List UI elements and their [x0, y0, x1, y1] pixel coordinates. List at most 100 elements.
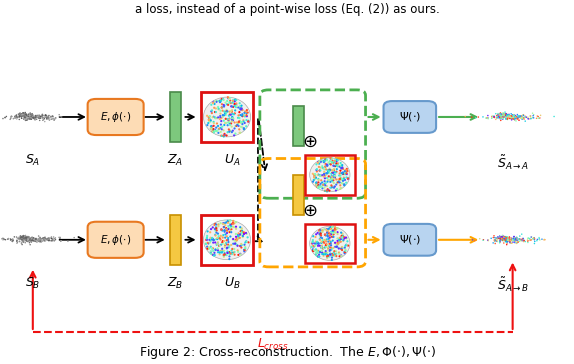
Point [224, 120, 233, 126]
Point [36, 114, 45, 120]
Point [501, 116, 510, 122]
Point [24, 234, 33, 240]
Point [18, 111, 27, 116]
Point [503, 113, 512, 119]
Point [511, 118, 521, 124]
Point [507, 236, 517, 241]
Point [330, 229, 339, 235]
Point [317, 242, 327, 248]
Point [237, 107, 246, 113]
Point [6, 236, 15, 242]
Point [45, 235, 55, 241]
Point [324, 169, 333, 174]
Point [312, 251, 321, 257]
Point [498, 113, 507, 119]
Point [218, 238, 227, 244]
Point [17, 240, 26, 246]
Point [16, 113, 25, 119]
Point [510, 237, 519, 243]
Point [502, 236, 511, 241]
Point [309, 243, 318, 249]
Point [499, 111, 508, 116]
Point [22, 236, 32, 241]
Point [223, 109, 232, 115]
Point [468, 237, 477, 243]
Point [510, 114, 519, 120]
Point [504, 237, 513, 242]
Point [321, 157, 330, 162]
Point [217, 227, 226, 233]
Point [28, 112, 37, 118]
Point [332, 244, 342, 249]
Point [242, 113, 251, 119]
Point [238, 229, 247, 235]
Point [235, 243, 245, 249]
Point [497, 113, 506, 119]
Point [327, 156, 336, 162]
Point [314, 177, 323, 183]
Point [506, 237, 515, 243]
Point [336, 185, 346, 191]
Point [210, 98, 219, 104]
Point [34, 236, 44, 242]
Point [495, 240, 504, 246]
Point [505, 240, 514, 246]
Point [36, 236, 45, 242]
Point [222, 108, 231, 114]
Point [336, 170, 346, 176]
Point [319, 246, 328, 252]
Point [216, 98, 226, 103]
Point [320, 169, 329, 175]
Point [518, 236, 527, 242]
Point [223, 249, 232, 254]
Point [327, 182, 336, 188]
Point [516, 114, 525, 119]
Point [344, 175, 353, 181]
Point [21, 113, 30, 119]
Point [223, 218, 232, 224]
Point [206, 244, 215, 250]
Text: $E, \phi(\cdot)$: $E, \phi(\cdot)$ [100, 110, 131, 124]
Point [36, 238, 45, 244]
Point [503, 239, 512, 245]
Point [498, 112, 507, 118]
Point [227, 117, 236, 123]
Point [505, 113, 514, 119]
Point [499, 112, 509, 118]
Point [499, 113, 509, 119]
Point [342, 167, 351, 173]
Point [228, 98, 238, 104]
Point [339, 166, 348, 172]
Point [511, 115, 521, 121]
Point [334, 245, 343, 251]
Point [499, 112, 508, 118]
Point [48, 238, 57, 244]
Point [498, 234, 507, 240]
Point [321, 238, 331, 244]
Point [11, 113, 21, 119]
Point [36, 114, 45, 120]
Point [38, 114, 47, 120]
Point [315, 173, 324, 179]
Point [19, 113, 28, 119]
Point [500, 111, 509, 117]
Point [235, 231, 245, 237]
Point [335, 173, 344, 178]
Point [511, 236, 520, 242]
Point [35, 239, 44, 245]
Point [321, 251, 331, 257]
Point [222, 225, 231, 231]
Point [492, 238, 501, 244]
Point [27, 239, 36, 245]
Point [36, 234, 45, 240]
Point [17, 113, 26, 119]
Point [223, 219, 232, 225]
Point [327, 167, 336, 173]
Point [232, 237, 242, 243]
Point [228, 237, 238, 242]
Point [34, 233, 43, 239]
Point [220, 220, 230, 226]
Point [499, 111, 508, 117]
Point [231, 226, 241, 232]
Point [319, 239, 328, 245]
